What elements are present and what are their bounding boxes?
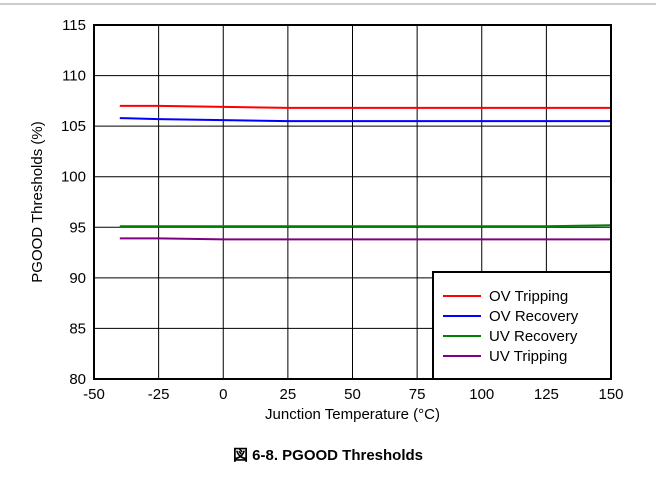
x-tick-label: 100 [469,386,494,403]
series-layer [119,104,612,241]
y-tick-labels: 80 85 90 95 100 105 110 115 [61,17,86,388]
x-tick-label: -50 [83,386,105,403]
y-tick-label: 110 [62,68,86,85]
x-tick-label: 25 [280,386,297,403]
figure-caption: 図 6-8. PGOOD Thresholds [233,447,423,464]
x-tick-label: 75 [409,386,426,403]
x-tick-label: 50 [344,386,361,403]
legend-entry: UV Tripping [489,348,567,365]
y-tick-label: 80 [69,371,86,388]
x-tick-label: 0 [219,386,227,403]
y-axis-label: PGOOD Thresholds (%) [29,121,46,282]
legend-entry: UV Recovery [489,328,578,345]
x-tick-label: 150 [598,386,623,403]
x-tick-labels: -50 -25 0 25 50 75 100 125 150 [83,386,623,403]
series-line [119,104,611,109]
legend-entry: OV Recovery [489,308,579,325]
x-axis-label: Junction Temperature (°C) [265,406,440,423]
y-tick-label: 85 [69,320,86,337]
legend-entry: OV Tripping [489,288,568,305]
series-line [119,224,612,228]
y-tick-label: 105 [61,118,86,135]
x-tick-label: -25 [148,386,170,403]
y-tick-label: 90 [69,270,86,287]
y-tick-label: 95 [69,219,86,236]
x-tick-label: 125 [534,386,559,403]
series-line [119,237,611,241]
legend: OV Tripping OV Recovery UV Recovery UV Trip… [432,271,612,380]
plot-area-frame [93,24,612,380]
legend-box [432,271,612,380]
y-tick-label: 100 [61,169,86,186]
series-line [119,117,611,123]
y-tick-label: 115 [62,17,86,34]
